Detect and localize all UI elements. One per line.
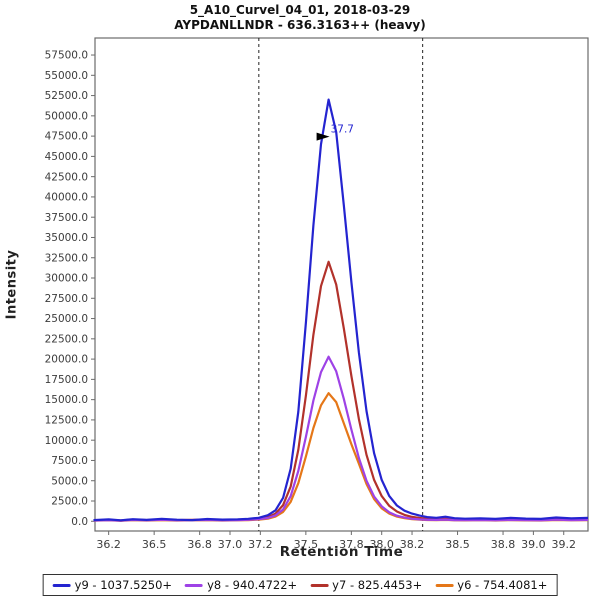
x-tick-label: 39.2: [551, 538, 576, 551]
chart-title: 5_A10_Curvel_04_01, 2018-03-29 AYPDANLLN…: [0, 3, 600, 33]
series-y9-line: [93, 98, 589, 522]
x-tick-label: 37.8: [339, 538, 364, 551]
series-y6-line: [93, 392, 589, 522]
y-tick-label: 45000.0: [45, 151, 88, 163]
peak-rt-annotation: 37.7: [331, 124, 354, 136]
y-tick-label: 50000.0: [45, 110, 88, 122]
y-tick-label: 25000.0: [45, 313, 88, 325]
legend-line-icon: [185, 583, 204, 587]
x-tick-label: 37.0: [218, 538, 243, 551]
legend-item-y6: y6 - 754.4081+: [435, 578, 547, 592]
chart-title-line2: AYPDANLLNDR - 636.3163++ (heavy): [174, 18, 426, 32]
y-tick-label: 42500.0: [45, 171, 88, 183]
y-tick-label: 2500.0: [51, 496, 88, 508]
y-tick-label: 5000.0: [51, 475, 88, 487]
y-tick-label: 10000.0: [45, 435, 88, 447]
legend-label: y7 - 825.4453+: [332, 578, 423, 592]
y-tick-label: 55000.0: [45, 70, 88, 82]
legend-line-icon: [52, 583, 71, 587]
x-tick-label: 38.5: [445, 538, 470, 551]
y-tick-label: 40000.0: [45, 192, 88, 204]
x-tick-label: 38.8: [491, 538, 516, 551]
y-tick-label: 15000.0: [45, 394, 88, 406]
peak-arrow-icon: [316, 132, 330, 141]
x-axis-label: Retention Time: [279, 544, 404, 560]
legend-label: y8 - 940.4722+: [207, 578, 298, 592]
y-tick-label: 35000.0: [45, 232, 88, 244]
chart-title-line1: 5_A10_Curvel_04_01, 2018-03-29: [189, 3, 411, 17]
legend-line-icon: [435, 583, 454, 587]
series-y8-line: [93, 355, 589, 522]
y-tick-label: 32500.0: [45, 252, 88, 264]
legend-item-y7: y7 - 825.4453+: [310, 578, 422, 592]
y-tick-label: 30000.0: [45, 273, 88, 285]
legend: y9 - 1037.5250+ y8 - 940.4722+ y7 - 825.44…: [42, 574, 558, 596]
x-tick-label: 38.0: [369, 538, 394, 551]
y-tick-label: 20000.0: [45, 354, 88, 366]
legend-item-y9: y9 - 1037.5250+: [52, 578, 173, 592]
plot-border: [94, 37, 589, 532]
y-tick-label: 17500.0: [45, 374, 88, 386]
legend-item-y8: y8 - 940.4722+: [185, 578, 297, 592]
y-tick-label: 12500.0: [45, 415, 88, 427]
x-tick-label: 36.5: [142, 538, 167, 551]
legend-line-icon: [310, 583, 329, 587]
legend-label: y6 - 754.4081+: [457, 578, 548, 592]
y-tick-label: 7500.0: [51, 455, 88, 467]
y-tick-label: 0.0: [71, 516, 88, 528]
legend-label: y9 - 1037.5250+: [74, 578, 173, 592]
y-tick-label: 57500.0: [45, 50, 88, 62]
y-tick-label: 52500.0: [45, 90, 88, 102]
x-tick-label: 39.0: [521, 538, 546, 551]
y-tick-label: 37500.0: [45, 212, 88, 224]
y-tick-label: 27500.0: [45, 293, 88, 305]
x-tick-label: 36.2: [96, 538, 121, 551]
x-tick-label: 36.8: [187, 538, 212, 551]
x-tick-label: 38.2: [400, 538, 425, 551]
y-tick-label: 22500.0: [45, 333, 88, 345]
x-tick-label: 37.2: [248, 538, 273, 551]
y-tick-label: 47500.0: [45, 131, 88, 143]
x-tick-label: 37.5: [294, 538, 319, 551]
